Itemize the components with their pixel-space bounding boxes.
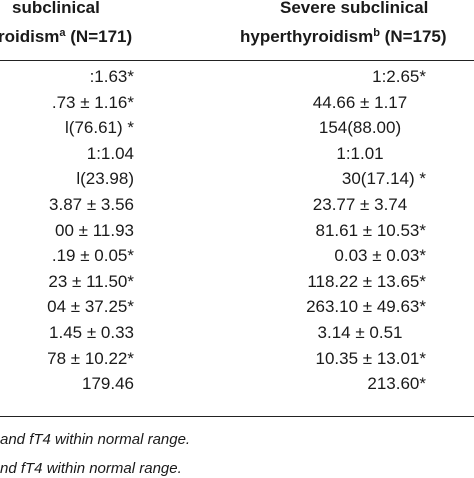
col2-header-line1: Severe subclinical	[280, 0, 429, 17]
cell-subclinical: l(76.61) *	[65, 118, 134, 137]
cell-severe-subclinical: 1:2.65*	[372, 67, 426, 86]
cell-severe-subclinical: 118.22 ± 13.65*	[307, 272, 426, 291]
bottom-rule	[0, 416, 474, 417]
col1-header-line1: subclinical	[12, 0, 100, 17]
cell-severe-subclinical: 3.14 ± 0.51	[317, 323, 403, 342]
cell-severe-subclinical: 30(17.14) *	[341, 169, 426, 188]
cell-subclinical: .73 ± 1.16*	[51, 93, 134, 112]
footnote-a: and fT4 within normal range.	[0, 431, 191, 448]
cell-subclinical: 23 ± 11.50*	[48, 272, 134, 291]
cell-severe-subclinical: 10.35 ± 13.01*	[315, 349, 426, 368]
col2-header-text: hyperthyroidism	[240, 27, 374, 46]
cell-severe-subclinical: 81.61 ± 10.53*	[315, 221, 426, 240]
cell-severe-subclinical: 0.03 ± 0.03*	[334, 246, 426, 265]
col2-header-line2: hyperthyroidismb (N=175)	[240, 26, 447, 48]
cell-subclinical: 04 ± 37.25*	[47, 297, 134, 316]
col1-header-count: (N=171)	[65, 27, 133, 46]
cell-subclinical: 00 ± 11.93	[55, 221, 134, 240]
cell-subclinical: 1.45 ± 0.33	[49, 323, 134, 342]
col1-header-text: roidism	[0, 27, 60, 46]
cell-subclinical: :1.63*	[89, 67, 134, 86]
cell-severe-subclinical: 263.10 ± 49.63*	[306, 297, 426, 316]
cell-severe-subclinical: 1:1.01	[336, 144, 384, 163]
col1-footnote-marker: a	[59, 27, 66, 39]
cell-subclinical: 179.46	[82, 374, 134, 393]
cell-subclinical: 1:1.04	[86, 144, 134, 163]
cell-severe-subclinical: 23.77 ± 3.74	[312, 195, 408, 214]
cell-severe-subclinical: 154(88.00)	[318, 118, 402, 137]
col1-header-line2: roidisma (N=171)	[0, 26, 132, 48]
cell-severe-subclinical: 44.66 ± 1.17	[312, 93, 408, 112]
cell-subclinical: 3.87 ± 3.56	[49, 195, 134, 214]
header-rule	[0, 60, 474, 61]
cell-severe-subclinical: 213.60*	[367, 374, 426, 393]
cell-subclinical: 78 ± 10.22*	[47, 349, 134, 368]
cell-subclinical: l(23.98)	[76, 169, 134, 188]
footnote-b: nd fT4 within normal range.	[0, 460, 182, 477]
cell-subclinical: .19 ± 0.05*	[51, 246, 134, 265]
col2-header-count: (N=175)	[379, 27, 447, 46]
col2-footnote-marker: b	[373, 27, 380, 39]
